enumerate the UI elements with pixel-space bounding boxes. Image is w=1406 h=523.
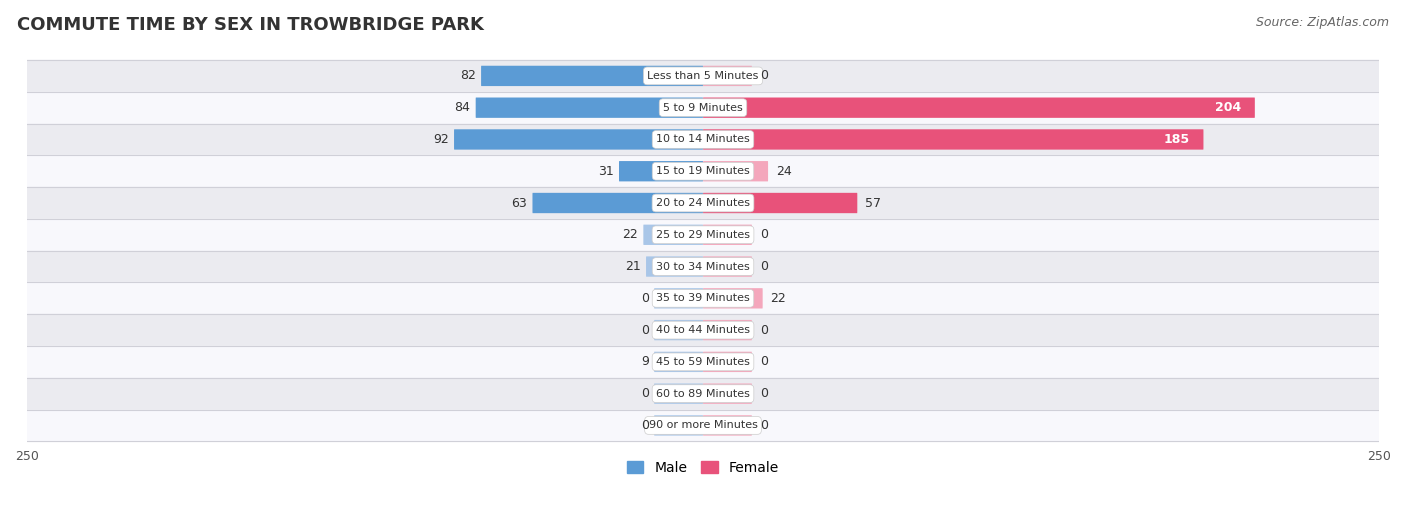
Text: 22: 22: [770, 292, 786, 305]
Bar: [27, 219, 1379, 251]
FancyBboxPatch shape: [703, 383, 752, 404]
Bar: [27, 60, 1379, 92]
FancyBboxPatch shape: [645, 256, 703, 277]
Text: 92: 92: [433, 133, 449, 146]
Text: 31: 31: [598, 165, 614, 178]
FancyBboxPatch shape: [703, 256, 752, 277]
FancyBboxPatch shape: [654, 383, 703, 404]
Text: 0: 0: [759, 228, 768, 241]
Text: 15 to 19 Minutes: 15 to 19 Minutes: [657, 166, 749, 176]
Text: 10 to 14 Minutes: 10 to 14 Minutes: [657, 134, 749, 144]
Text: 22: 22: [623, 228, 638, 241]
Bar: [27, 123, 1379, 155]
Bar: [27, 346, 1379, 378]
Bar: [27, 378, 1379, 410]
Text: 0: 0: [759, 419, 768, 432]
Text: 63: 63: [512, 197, 527, 210]
Legend: Male, Female: Male, Female: [621, 455, 785, 480]
FancyBboxPatch shape: [481, 66, 703, 86]
Text: 84: 84: [454, 101, 471, 114]
FancyBboxPatch shape: [654, 351, 703, 372]
FancyBboxPatch shape: [654, 288, 703, 309]
Text: Less than 5 Minutes: Less than 5 Minutes: [647, 71, 759, 81]
Text: 9: 9: [641, 356, 650, 368]
FancyBboxPatch shape: [703, 193, 858, 213]
Text: 0: 0: [759, 387, 768, 400]
Text: 204: 204: [1215, 101, 1241, 114]
FancyBboxPatch shape: [703, 161, 768, 181]
Text: 185: 185: [1164, 133, 1189, 146]
FancyBboxPatch shape: [703, 351, 752, 372]
Text: 60 to 89 Minutes: 60 to 89 Minutes: [657, 389, 749, 399]
Text: 35 to 39 Minutes: 35 to 39 Minutes: [657, 293, 749, 303]
Text: 0: 0: [641, 324, 650, 337]
Text: 40 to 44 Minutes: 40 to 44 Minutes: [657, 325, 749, 335]
FancyBboxPatch shape: [475, 97, 703, 118]
Bar: [27, 187, 1379, 219]
FancyBboxPatch shape: [654, 415, 703, 436]
Bar: [27, 282, 1379, 314]
Text: 24: 24: [776, 165, 792, 178]
FancyBboxPatch shape: [654, 320, 703, 340]
FancyBboxPatch shape: [533, 193, 703, 213]
Bar: [27, 251, 1379, 282]
Text: 0: 0: [759, 70, 768, 83]
Text: 20 to 24 Minutes: 20 to 24 Minutes: [657, 198, 749, 208]
FancyBboxPatch shape: [703, 288, 762, 309]
Bar: [27, 92, 1379, 123]
Bar: [27, 314, 1379, 346]
Text: 82: 82: [460, 70, 475, 83]
FancyBboxPatch shape: [703, 320, 752, 340]
FancyBboxPatch shape: [703, 97, 1254, 118]
FancyBboxPatch shape: [703, 129, 1204, 150]
FancyBboxPatch shape: [703, 224, 752, 245]
Text: 45 to 59 Minutes: 45 to 59 Minutes: [657, 357, 749, 367]
Text: COMMUTE TIME BY SEX IN TROWBRIDGE PARK: COMMUTE TIME BY SEX IN TROWBRIDGE PARK: [17, 16, 484, 33]
Bar: [27, 155, 1379, 187]
Text: 30 to 34 Minutes: 30 to 34 Minutes: [657, 262, 749, 271]
Text: Source: ZipAtlas.com: Source: ZipAtlas.com: [1256, 16, 1389, 29]
Text: 5 to 9 Minutes: 5 to 9 Minutes: [664, 103, 742, 112]
Text: 57: 57: [865, 197, 882, 210]
Text: 0: 0: [759, 260, 768, 273]
Text: 21: 21: [626, 260, 641, 273]
Text: 0: 0: [759, 356, 768, 368]
Text: 0: 0: [641, 419, 650, 432]
FancyBboxPatch shape: [454, 129, 703, 150]
Text: 0: 0: [641, 292, 650, 305]
FancyBboxPatch shape: [703, 66, 752, 86]
Text: 90 or more Minutes: 90 or more Minutes: [648, 420, 758, 430]
Text: 0: 0: [641, 387, 650, 400]
FancyBboxPatch shape: [703, 415, 752, 436]
Bar: [27, 410, 1379, 441]
Text: 0: 0: [759, 324, 768, 337]
FancyBboxPatch shape: [619, 161, 703, 181]
Text: 25 to 29 Minutes: 25 to 29 Minutes: [657, 230, 749, 240]
FancyBboxPatch shape: [644, 224, 703, 245]
